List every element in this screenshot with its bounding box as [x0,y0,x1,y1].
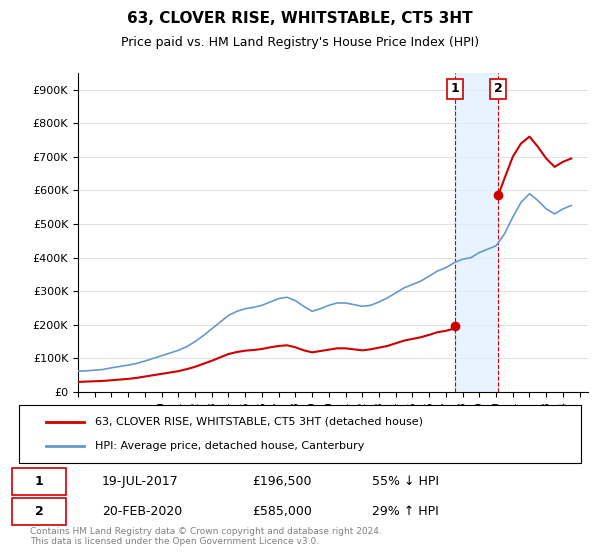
Text: Contains HM Land Registry data © Crown copyright and database right 2024.
This d: Contains HM Land Registry data © Crown c… [30,526,382,546]
Text: £585,000: £585,000 [252,505,312,519]
Text: 1: 1 [35,475,43,488]
Text: 29% ↑ HPI: 29% ↑ HPI [372,505,439,519]
FancyBboxPatch shape [12,498,66,525]
Text: 2: 2 [494,82,503,95]
Text: HPI: Average price, detached house, Canterbury: HPI: Average price, detached house, Cant… [95,441,364,451]
FancyBboxPatch shape [19,405,581,463]
Text: Price paid vs. HM Land Registry's House Price Index (HPI): Price paid vs. HM Land Registry's House … [121,36,479,49]
Text: 55% ↓ HPI: 55% ↓ HPI [372,475,439,488]
FancyBboxPatch shape [12,468,66,495]
Text: £196,500: £196,500 [252,475,311,488]
Bar [455,73,498,392]
Text: 1: 1 [451,82,459,95]
Text: 2: 2 [35,505,43,519]
Text: 20-FEB-2020: 20-FEB-2020 [102,505,182,519]
Text: 63, CLOVER RISE, WHITSTABLE, CT5 3HT: 63, CLOVER RISE, WHITSTABLE, CT5 3HT [127,11,473,26]
Text: 19-JUL-2017: 19-JUL-2017 [102,475,179,488]
Text: 63, CLOVER RISE, WHITSTABLE, CT5 3HT (detached house): 63, CLOVER RISE, WHITSTABLE, CT5 3HT (de… [95,417,423,427]
